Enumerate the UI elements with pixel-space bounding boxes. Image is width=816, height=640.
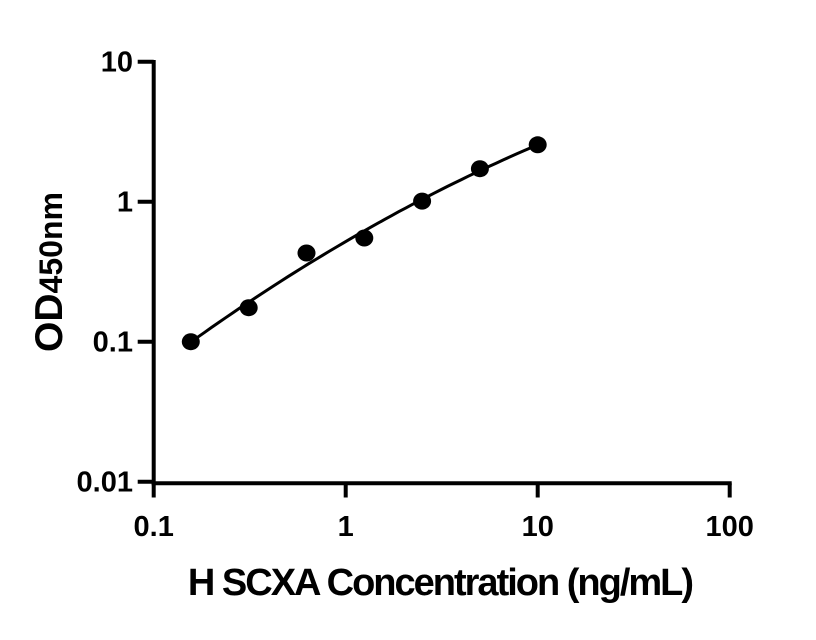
y-axis-ticks: 10 1 0.1 0.01: [77, 47, 154, 499]
x-tick-label: 1: [338, 511, 354, 543]
y-tick-label: 10: [101, 47, 133, 79]
y-tick-label: 0.01: [77, 467, 133, 499]
y-axis-title: OD450nm: [28, 192, 71, 352]
data-point: [528, 136, 547, 154]
x-axis: 0.1 1 10 100: [134, 481, 754, 543]
y-axis-title-main: OD: [28, 293, 71, 352]
data-point: [181, 333, 200, 351]
x-axis-title: H SCXA Concentration (ng/mL): [188, 562, 692, 604]
x-tick-label: 0.1: [134, 511, 174, 543]
y-tick-label: 0.1: [93, 327, 133, 359]
data-point: [470, 160, 489, 178]
data-points: [181, 136, 547, 351]
x-tick-label: 100: [706, 511, 754, 543]
data-point: [239, 299, 258, 317]
y-axis: 10 1 0.1 0.01: [77, 47, 156, 499]
data-point: [297, 244, 316, 262]
x-tick-label: 10: [522, 511, 554, 543]
data-point: [413, 192, 432, 210]
y-tick-label: 1: [117, 187, 133, 219]
y-axis-title-sub: 450nm: [33, 192, 69, 293]
x-axis-ticks: 0.1 1 10 100: [134, 483, 754, 543]
data-point: [355, 229, 374, 247]
